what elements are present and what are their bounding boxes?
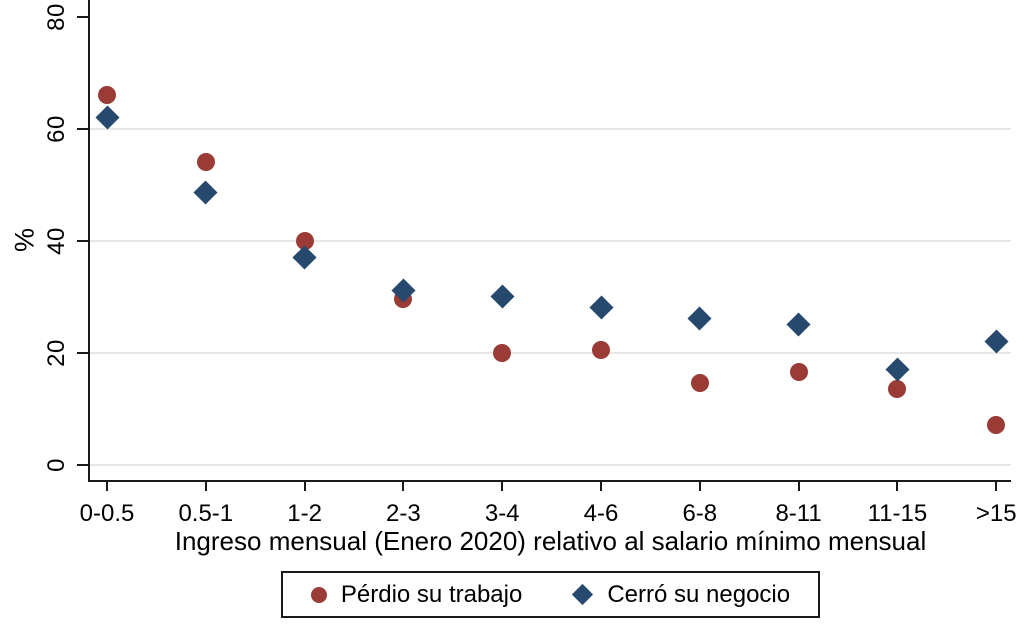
legend-label-cerro: Cerró su negocio (607, 580, 791, 608)
y-tick-label-60: 60 (43, 114, 70, 143)
data-point-1-9 (984, 329, 1009, 354)
y-tick-label-0: 0 (43, 457, 70, 472)
x-tick-7 (797, 482, 800, 491)
x-tick-5 (600, 482, 602, 491)
data-point-1-0 (94, 105, 120, 130)
y-tick-0 (77, 463, 88, 466)
x-tick-1 (204, 482, 207, 491)
data-point-0-5 (592, 340, 610, 359)
gridline-20 (90, 351, 1011, 354)
x-tick-0 (106, 482, 108, 491)
data-point-1-8 (885, 357, 910, 382)
gridline-40 (90, 239, 1011, 242)
x-tick-8 (896, 482, 899, 491)
x-axis-line (88, 480, 1011, 482)
data-point-1-4 (490, 284, 515, 309)
data-point-0-2 (295, 231, 314, 250)
diamond-marker-icon (572, 583, 594, 606)
x-tick-label-4: 3-4 (484, 500, 520, 527)
x-tick-2 (303, 482, 306, 491)
x-tick-label-6: 6-8 (682, 500, 718, 527)
data-point-1-1 (193, 180, 218, 205)
data-point-0-7 (789, 363, 808, 382)
data-point-1-2 (292, 245, 317, 270)
x-tick-4 (501, 482, 504, 491)
data-point-0-6 (690, 374, 709, 393)
y-tick-label-20: 20 (43, 338, 70, 367)
data-point-0-1 (196, 153, 215, 172)
legend-item-cerro: Cerró su negocio (572, 581, 790, 609)
circle-marker-icon (310, 586, 327, 603)
x-tick-label-5: 4-6 (583, 500, 619, 527)
x-tick-label-7: 8-11 (775, 500, 822, 527)
data-point-1-5 (588, 295, 614, 320)
y-tick-40 (77, 239, 88, 242)
x-tick-label-1: 0.5-1 (178, 500, 234, 527)
data-point-0-8 (888, 379, 907, 398)
x-tick-label-0: 0-0.5 (79, 500, 135, 527)
x-axis-title: Ingreso mensual (Enero 2020) relativo al… (174, 526, 927, 556)
y-axis-line (88, 0, 90, 482)
x-tick-6 (698, 482, 701, 491)
y-tick-20 (77, 351, 88, 354)
y-tick-60 (77, 127, 88, 130)
x-tick-9 (995, 482, 998, 491)
y-tick-label-40: 40 (43, 226, 70, 255)
data-point-0-9 (987, 416, 1006, 435)
x-tick-3 (402, 482, 405, 491)
legend: Pérdio su trabajo Cerró su negocio (281, 571, 820, 618)
y-tick-80 (77, 15, 88, 18)
data-point-1-7 (786, 312, 811, 337)
x-tick-label-2: 1-2 (287, 500, 322, 527)
data-point-1-6 (687, 306, 712, 331)
data-point-0-0 (98, 85, 116, 104)
y-tick-label-80: 80 (43, 2, 70, 31)
x-tick-label-9: >15 (975, 500, 1017, 527)
data-point-0-4 (493, 343, 512, 362)
x-tick-label-3: 2-3 (386, 500, 421, 527)
y-axis-title: % (9, 227, 40, 253)
gridline-0 (90, 463, 1011, 466)
gridline-60 (90, 127, 1011, 130)
legend-item-perdio: Pérdio su trabajo (310, 580, 523, 609)
x-tick-label-8: 11-15 (867, 500, 928, 527)
legend-label-perdio: Pérdio su trabajo (340, 580, 523, 608)
